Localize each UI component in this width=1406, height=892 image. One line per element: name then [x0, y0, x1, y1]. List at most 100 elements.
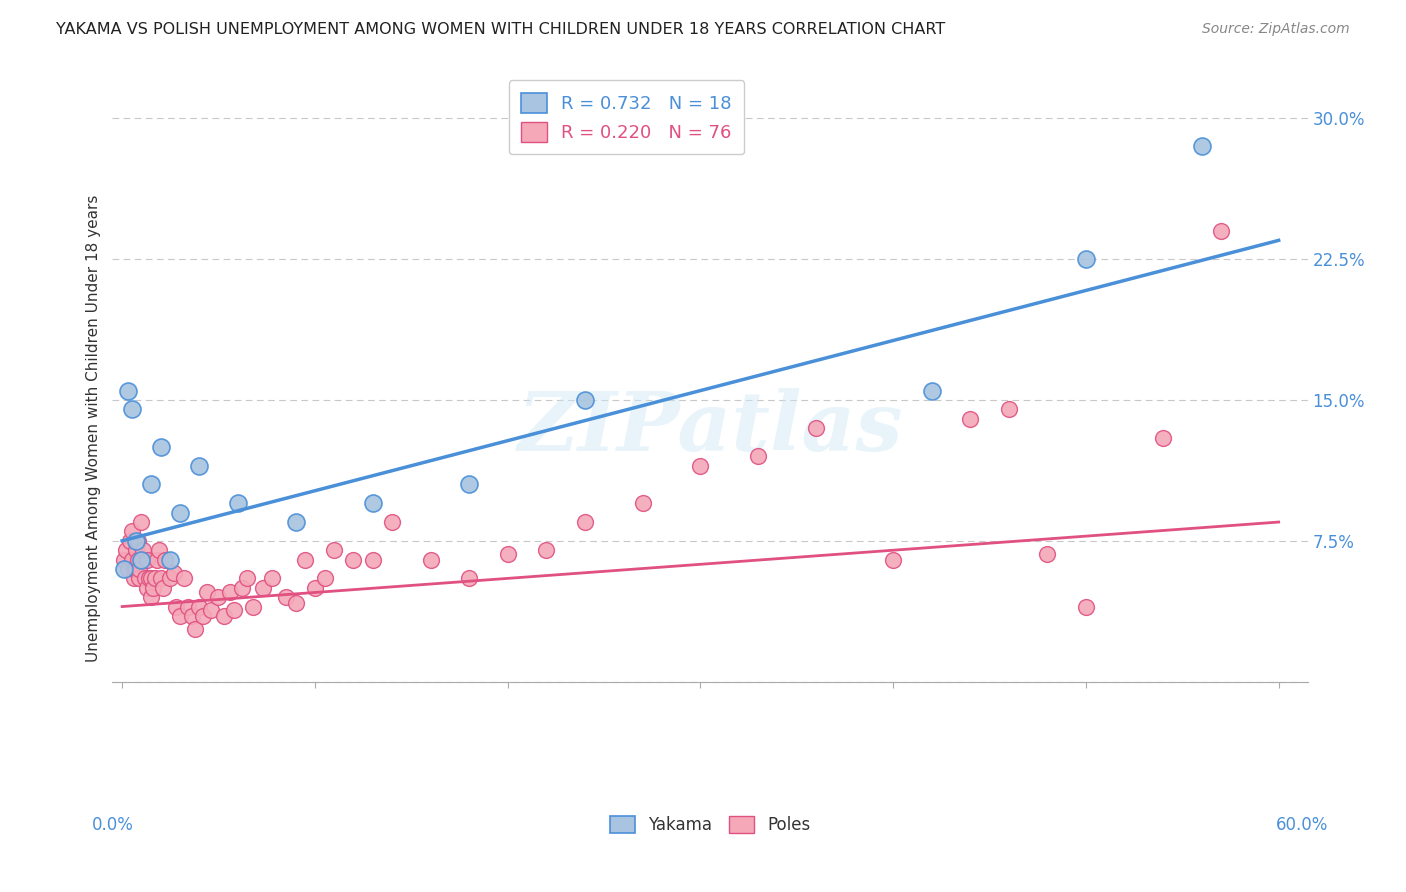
Point [304, 581, 326, 595]
Point [180, 609, 202, 624]
Point [159, 571, 181, 585]
Point [231, 581, 253, 595]
Point [323, 543, 346, 558]
Point [294, 552, 316, 566]
Point [127, 552, 149, 566]
Point [152, 581, 174, 595]
Point [122, 562, 145, 576]
Point [122, 571, 145, 585]
Point [149, 571, 172, 585]
Point [882, 552, 904, 566]
Point [139, 477, 162, 491]
Point [959, 411, 981, 425]
Text: 60.0%: 60.0% [1277, 816, 1329, 834]
Point [142, 581, 165, 595]
Point [188, 599, 211, 614]
Point [200, 603, 222, 617]
Point [1152, 431, 1174, 445]
Point [134, 571, 156, 585]
Point [222, 603, 245, 617]
Point [191, 609, 214, 624]
Text: Source: ZipAtlas.com: Source: ZipAtlas.com [1202, 22, 1350, 37]
Point [169, 609, 191, 624]
Point [804, 421, 827, 435]
Point [131, 552, 153, 566]
Point [574, 515, 596, 529]
Point [131, 552, 153, 566]
Point [262, 571, 284, 585]
Point [163, 566, 186, 580]
Point [458, 571, 481, 585]
Text: 0.0%: 0.0% [91, 816, 134, 834]
Point [747, 450, 769, 464]
Legend: Yakama, Poles: Yakama, Poles [603, 809, 817, 841]
Point [139, 590, 162, 604]
Point [117, 562, 139, 576]
Point [127, 533, 149, 548]
Point [226, 496, 249, 510]
Point [132, 543, 155, 558]
Point [153, 552, 176, 566]
Point [115, 543, 138, 558]
Point [131, 515, 153, 529]
Point [921, 384, 943, 398]
Point [121, 402, 143, 417]
Point [136, 581, 159, 595]
Point [242, 599, 264, 614]
Point [342, 552, 364, 566]
Point [128, 571, 150, 585]
Point [214, 609, 236, 624]
Point [574, 392, 596, 407]
Point [689, 458, 711, 473]
Point [361, 552, 384, 566]
Point [274, 590, 297, 604]
Point [124, 562, 146, 576]
Point [117, 384, 139, 398]
Point [361, 496, 384, 510]
Point [149, 440, 172, 454]
Point [1074, 599, 1097, 614]
Point [998, 402, 1021, 417]
Point [121, 524, 143, 539]
Point [314, 571, 336, 585]
Point [284, 596, 307, 610]
Point [124, 543, 146, 558]
Point [173, 571, 195, 585]
Point [112, 562, 135, 576]
Point [284, 515, 307, 529]
Point [252, 581, 274, 595]
Point [143, 571, 166, 585]
Point [146, 552, 169, 566]
Point [112, 552, 135, 566]
Point [165, 599, 187, 614]
Point [136, 552, 159, 566]
Point [534, 543, 557, 558]
Point [169, 506, 191, 520]
Point [458, 477, 481, 491]
Point [148, 543, 170, 558]
Point [118, 533, 141, 548]
Point [419, 552, 441, 566]
Point [381, 515, 404, 529]
Point [188, 458, 211, 473]
Point [207, 590, 229, 604]
Point [124, 533, 146, 548]
Point [1036, 547, 1059, 561]
Point [139, 571, 162, 585]
Point [176, 599, 198, 614]
Point [236, 571, 259, 585]
Point [496, 547, 519, 561]
Point [184, 622, 207, 636]
Point [631, 496, 654, 510]
Point [159, 552, 181, 566]
Point [121, 552, 143, 566]
Point [138, 571, 160, 585]
Text: ZIPatlas: ZIPatlas [517, 388, 903, 468]
Y-axis label: Unemployment Among Women with Children Under 18 years: Unemployment Among Women with Children U… [86, 194, 101, 662]
Point [128, 562, 150, 576]
Point [1209, 224, 1232, 238]
Point [219, 584, 242, 599]
Point [1074, 252, 1097, 267]
Point [195, 584, 218, 599]
Text: YAKAMA VS POLISH UNEMPLOYMENT AMONG WOMEN WITH CHILDREN UNDER 18 YEARS CORRELATI: YAKAMA VS POLISH UNEMPLOYMENT AMONG WOME… [56, 22, 945, 37]
